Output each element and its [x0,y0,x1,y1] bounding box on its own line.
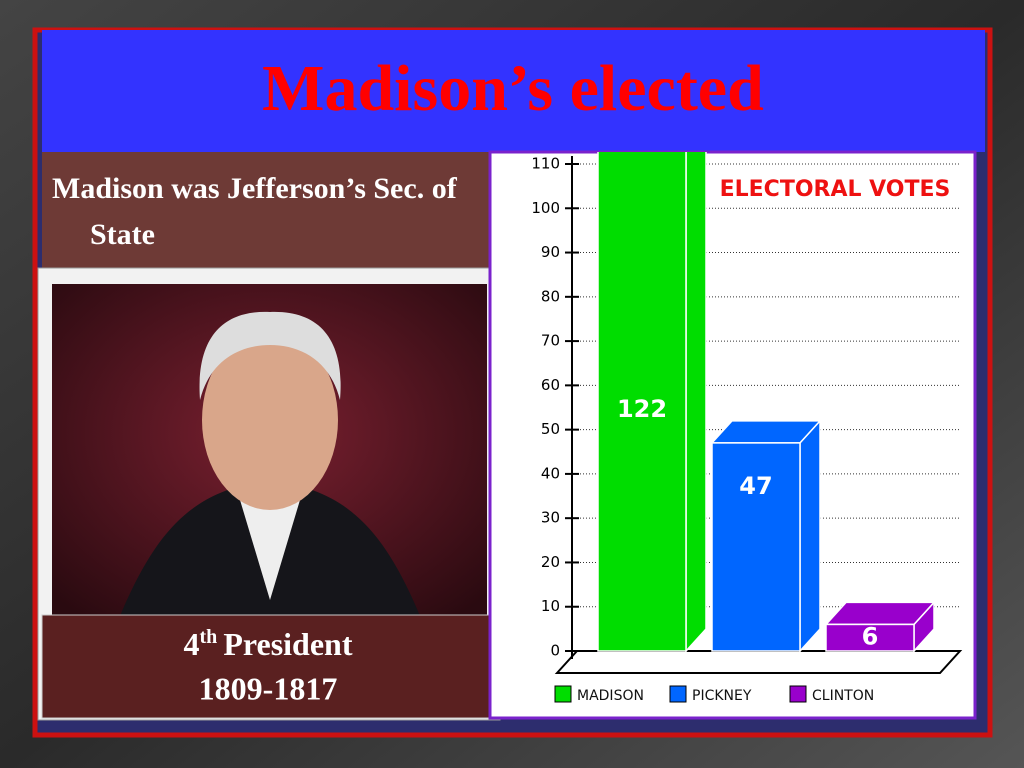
bar-top [824,601,936,626]
legend-swatch [554,685,572,703]
bullet-box [42,152,490,268]
y-tick-label: 0 [550,642,560,660]
y-tick-label: 80 [541,287,560,305]
data-label: 6 [862,623,879,651]
y-tick-label: 100 [531,199,560,217]
bar [597,152,687,652]
legend-swatch [789,685,807,703]
slide-title: Madison’s elected [262,52,764,125]
y-tick-label: 90 [541,243,560,261]
bullet-holder: Madison was Jefferson’s Sec. of State [52,172,457,251]
y-tick-label: 60 [541,376,560,394]
y-tick-label: 70 [541,332,560,350]
legend-label: PICKNEY [692,688,752,704]
y-tick-label: 30 [541,509,560,527]
chart: ELECTORAL VOTES 0 10 20 30 40 50 60 70 80 90 100 110… [531,152,963,704]
caption-suffix: th [200,626,218,648]
y-tick-label: 10 [541,597,560,615]
caption-years: 1809-1817 [199,670,338,706]
chart-title: ELECTORAL VOTES [720,177,951,202]
y-tick-label: 40 [541,464,560,482]
caption-box [41,614,496,719]
bar-side [799,418,821,653]
floor [554,650,963,674]
caption-office: President [223,626,353,662]
y-tick-label: 50 [541,420,560,438]
caption-number: 4 [184,626,200,662]
data-label: 47 [739,472,772,500]
bullet-text: Madison was Jefferson’s Sec. of State [52,172,457,251]
y-tick-label: 20 [541,553,560,571]
portrait-face [202,330,338,510]
legend-label: MADISON [577,688,644,704]
data-label: 122 [617,395,667,423]
bar [825,623,915,652]
bar-top [710,420,822,444]
legend-label: CLINTON [812,688,874,704]
portrait-cravat [240,500,300,600]
caption-line: 4th President [184,626,353,663]
header [42,30,985,152]
bar-side [685,152,707,653]
portrait-hair [199,311,341,400]
legend-swatch [669,685,687,703]
bar [711,442,801,652]
y-tick-label: 110 [531,155,560,173]
